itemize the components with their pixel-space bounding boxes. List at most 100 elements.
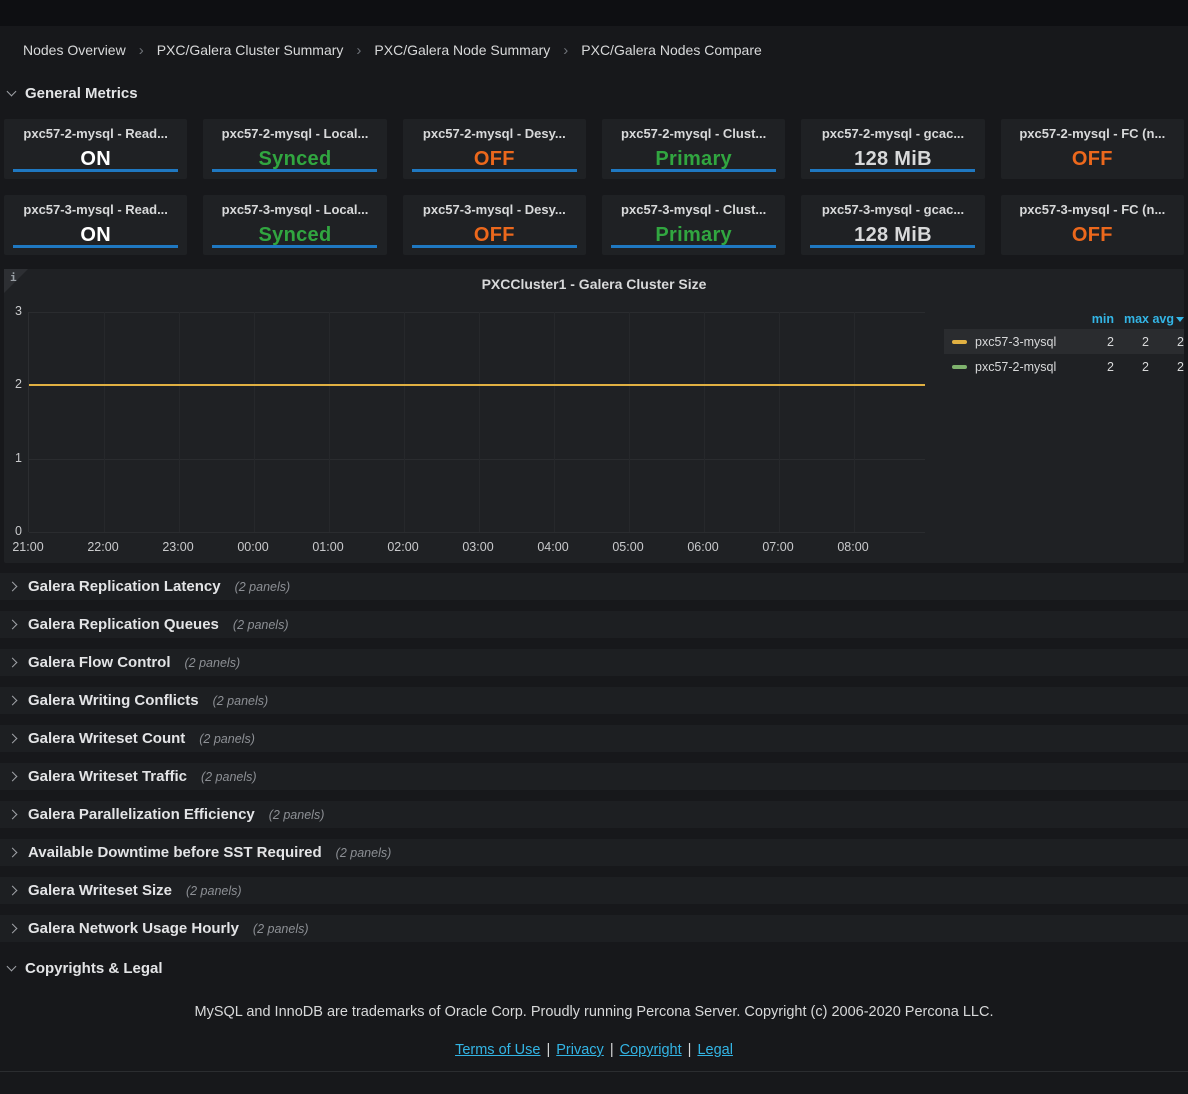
y-axis-label: 0 xyxy=(15,524,22,538)
legend-value-min: 2 xyxy=(1107,334,1114,349)
collapsed-row-header[interactable]: Available Downtime before SST Required (2… xyxy=(0,839,1188,866)
y-axis-label: 3 xyxy=(15,304,22,318)
gridline-vertical xyxy=(254,312,255,532)
legend-column-header-max[interactable]: max xyxy=(1123,312,1149,326)
row-title: Galera Writing Conflicts xyxy=(28,692,199,709)
stat-sparkline xyxy=(411,245,577,248)
breadcrumb-link[interactable]: PXC/Galera Cluster Summary xyxy=(156,42,344,58)
chevron-right-icon xyxy=(7,695,18,706)
stat-panel: pxc57-2-mysql - gcac... 128 MiB xyxy=(801,119,985,179)
row-panel-count: (2 panels) xyxy=(199,731,255,746)
stat-panel-title[interactable]: pxc57-2-mysql - Local... xyxy=(221,126,369,141)
stat-panel: pxc57-3-mysql - Read... ON xyxy=(4,195,188,255)
y-axis-label: 1 xyxy=(15,450,22,465)
stat-sparkline xyxy=(611,245,777,248)
collapsed-row-header[interactable]: Galera Parallelization Efficiency (2 pane… xyxy=(0,801,1188,828)
stat-panel-title[interactable]: pxc57-3-mysql - FC (n... xyxy=(1019,202,1166,217)
section-header-general-metrics[interactable]: General Metrics xyxy=(0,83,1188,103)
stat-panel: pxc57-2-mysql - Clust... Primary xyxy=(601,119,786,179)
legend-series-marker[interactable] xyxy=(952,364,967,369)
stat-panel-value: OFF xyxy=(1071,148,1113,170)
stat-panel-title[interactable]: pxc57-3-mysql - Read... xyxy=(23,202,168,217)
x-axis-label: 04:00 xyxy=(537,540,569,554)
x-axis-label: 05:00 xyxy=(612,540,644,554)
stat-panel: pxc57-2-mysql - Desy... OFF xyxy=(402,119,586,179)
chevron-right-icon xyxy=(7,809,18,820)
link-separator: | xyxy=(546,1042,551,1058)
stat-panel-title[interactable]: pxc57-2-mysql - Read... xyxy=(23,126,168,141)
stat-panel-title[interactable]: pxc57-3-mysql - gcac... xyxy=(821,202,965,217)
stat-panel: pxc57-2-mysql - Local... Synced xyxy=(203,119,387,179)
chevron-right-icon xyxy=(7,847,18,858)
breadcrumb-separator-icon: › xyxy=(563,42,569,59)
x-axis-label: 01:00 xyxy=(312,540,344,554)
legal-link[interactable]: Privacy xyxy=(556,1042,604,1058)
row-panel-count: (2 panels) xyxy=(200,769,257,784)
link-separator: | xyxy=(609,1042,614,1058)
stat-sparkline xyxy=(13,169,179,172)
info-icon[interactable]: i xyxy=(10,271,17,284)
collapsed-row-header[interactable]: Galera Replication Queues (2 panels) xyxy=(0,611,1188,638)
gridline-horizontal xyxy=(29,312,925,313)
chart-title[interactable]: PXCCluster1 - Galera Cluster Size xyxy=(481,276,707,292)
legend-series-name[interactable]: pxc57-2-mysql xyxy=(975,359,1057,374)
stat-panel-title[interactable]: pxc57-3-mysql - Local... xyxy=(221,202,369,217)
stat-sparkline xyxy=(212,245,378,248)
row-title: Galera Replication Latency xyxy=(28,578,221,595)
gridline-vertical xyxy=(779,312,780,532)
breadcrumb-link[interactable]: PXC/Galera Node Summary xyxy=(374,42,551,58)
bottom-divider xyxy=(0,1071,1188,1093)
legal-link[interactable]: Legal xyxy=(697,1042,733,1058)
stat-panel-value: OFF xyxy=(473,148,515,170)
chevron-right-icon xyxy=(7,885,18,896)
gridline-horizontal xyxy=(29,459,925,460)
row-panel-count: (2 panels) xyxy=(185,883,242,898)
chart-plot-area xyxy=(28,312,925,533)
collapsed-row-header[interactable]: Galera Flow Control (2 panels) xyxy=(0,649,1188,676)
collapsed-row-header[interactable]: Galera Writeset Count (2 panels) xyxy=(0,725,1188,752)
top-bar xyxy=(0,0,1188,26)
stat-panel: pxc57-2-mysql - FC (n... OFF xyxy=(1000,119,1184,179)
row-panel-count: (2 panels) xyxy=(232,617,289,632)
x-axis-label: 03:00 xyxy=(462,540,494,554)
panel-info-corner[interactable] xyxy=(4,269,28,293)
stat-panel: pxc57-3-mysql - Desy... OFF xyxy=(402,195,586,255)
section-header-copyrights-legal[interactable]: Copyrights & Legal xyxy=(0,958,1188,978)
breadcrumb-link[interactable]: Nodes Overview xyxy=(23,42,126,58)
breadcrumb: Nodes Overview › PXC/Galera Cluster Summar… xyxy=(0,26,1188,61)
legend-value-min: 2 xyxy=(1107,359,1114,374)
stat-panel-title[interactable]: pxc57-3-mysql - Clust... xyxy=(621,202,767,217)
stat-panel-title[interactable]: pxc57-2-mysql - gcac... xyxy=(821,126,965,141)
collapsed-row-header[interactable]: Galera Writing Conflicts (2 panels) xyxy=(0,687,1188,714)
legal-link[interactable]: Copyright xyxy=(619,1042,682,1058)
collapsed-row-header[interactable]: Galera Writeset Size (2 panels) xyxy=(0,877,1188,904)
x-axis-label: 06:00 xyxy=(687,540,719,554)
row-title: Galera Parallelization Efficiency xyxy=(28,806,255,823)
stat-panel-title[interactable]: pxc57-2-mysql - Desy... xyxy=(422,126,566,141)
stat-sparkline xyxy=(411,169,577,172)
legend-column-header-avg[interactable]: avg xyxy=(1149,312,1184,326)
chevron-right-icon xyxy=(7,657,18,668)
collapsed-row-header[interactable]: Galera Replication Latency (2 panels) xyxy=(0,573,1188,600)
x-axis-label: 22:00 xyxy=(87,540,119,554)
legal-link[interactable]: Terms of Use xyxy=(455,1042,541,1058)
row-panel-count: (2 panels) xyxy=(252,921,309,936)
breadcrumb-link[interactable]: PXC/Galera Nodes Compare xyxy=(581,42,762,58)
stat-panel-value: Primary xyxy=(655,224,732,246)
stat-panel-title[interactable]: pxc57-3-mysql - Desy... xyxy=(422,202,566,217)
y-axis-label: 2 xyxy=(15,377,22,392)
chart-legend: min max avg pxc57-3-mysql 2 2 2 pxc57-2-mysql 2… xyxy=(944,309,1184,379)
legend-value-max: 2 xyxy=(1142,334,1149,349)
row-title: Galera Writeset Traffic xyxy=(28,768,187,785)
row-title: Galera Replication Queues xyxy=(28,616,219,633)
collapsed-row-header[interactable]: Galera Network Usage Hourly (2 panels) xyxy=(0,915,1188,942)
collapsed-row-header[interactable]: Galera Writeset Traffic (2 panels) xyxy=(0,763,1188,790)
legend-series-marker[interactable] xyxy=(952,339,967,344)
stat-panel-title[interactable]: pxc57-2-mysql - Clust... xyxy=(621,126,767,141)
stat-panel-title[interactable]: pxc57-2-mysql - FC (n... xyxy=(1019,126,1166,141)
legend-series-name[interactable]: pxc57-3-mysql xyxy=(975,334,1057,349)
row-title: Galera Writeset Size xyxy=(28,882,172,899)
link-separator: | xyxy=(687,1042,692,1058)
chevron-right-icon xyxy=(7,923,18,934)
legend-column-header-min[interactable]: min xyxy=(1091,312,1114,326)
